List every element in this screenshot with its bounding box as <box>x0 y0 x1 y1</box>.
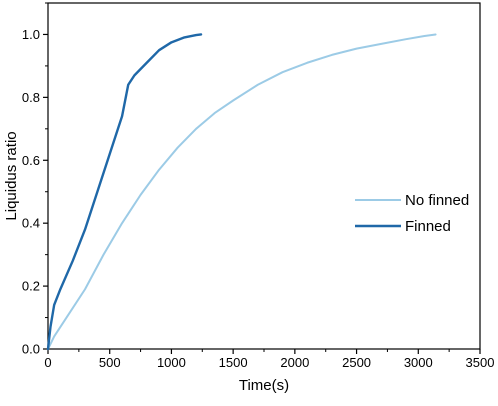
legend: No finned Finned <box>355 192 469 235</box>
x-axis-title: Time(s) <box>239 377 289 394</box>
series-line-finned <box>46 33 203 351</box>
y-tick-label: 0.4 <box>22 216 40 231</box>
y-axis-title: Liquidus ratio <box>3 131 20 220</box>
x-tick-label: 3500 <box>466 355 495 370</box>
plot-area <box>47 2 481 350</box>
plot-frame <box>47 2 481 350</box>
x-tick-label: 500 <box>99 355 121 370</box>
x-tick-label: 2500 <box>342 355 371 370</box>
x-tick-label: 1000 <box>157 355 186 370</box>
x-tick-label: 2000 <box>280 355 309 370</box>
series-layer <box>46 33 437 351</box>
y-tick-label: 0.0 <box>22 342 40 357</box>
y-tick-label: 0.8 <box>22 90 40 105</box>
x-tick-label: 3000 <box>404 355 433 370</box>
y-tick-label: 1.0 <box>22 27 40 42</box>
legend-label-finned: Finned <box>405 218 451 235</box>
x-tick-label: 0 <box>44 355 51 370</box>
series-line-no-finned <box>47 33 437 350</box>
y-tick-label: 0.6 <box>22 153 40 168</box>
y-axis-ticks: 0.0 0.2 0.4 0.6 0.8 1.0 <box>22 2 48 357</box>
legend-label-no-finned: No finned <box>405 192 469 209</box>
x-tick-label: 1500 <box>219 355 248 370</box>
y-tick-label: 0.2 <box>22 279 40 294</box>
x-axis-ticks: 0 500 1000 1500 2000 2500 3000 3500 <box>44 349 494 370</box>
